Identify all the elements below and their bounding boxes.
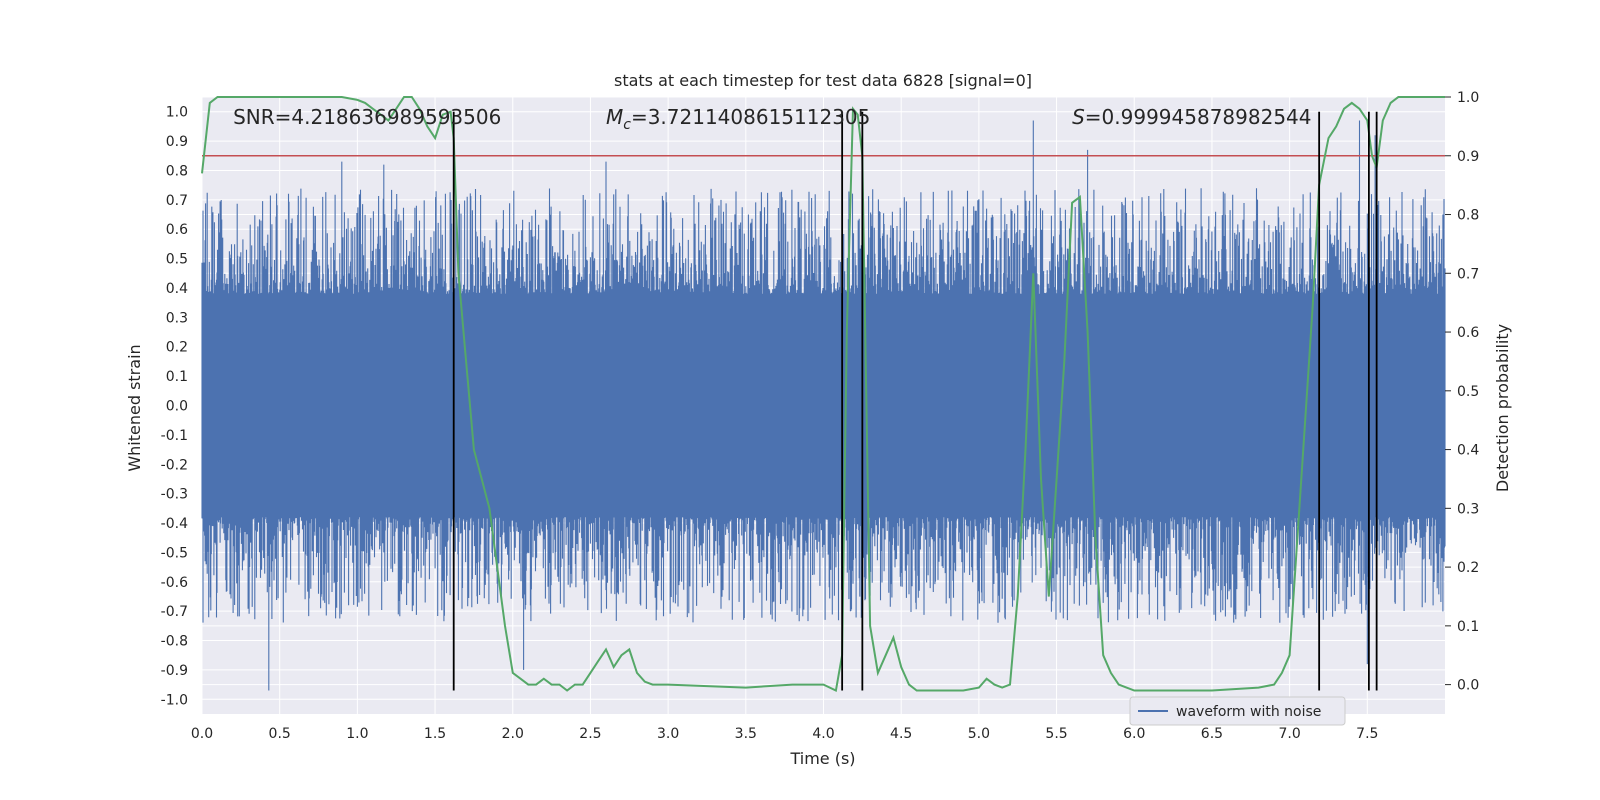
annotation-value: =3.7211408615112305 <box>631 105 870 129</box>
right-y-tick-label: 0.8 <box>1457 208 1479 224</box>
left-y-tick-label: 0.1 <box>166 369 188 385</box>
annotation-value: =4.218636989593506 <box>275 105 502 129</box>
x-tick-label: 4.0 <box>812 726 834 742</box>
annotation-prefix: M <box>606 105 623 129</box>
left-y-tick-label: 0.4 <box>166 281 188 297</box>
x-tick-label: 2.0 <box>502 726 524 742</box>
left-y-tick-label: 0.3 <box>166 310 188 326</box>
left-y-tick-label: 0.6 <box>166 222 188 238</box>
right-y-axis-label: Detection probability <box>1493 324 1512 492</box>
annotation-label: Mc=3.7211408615112305 <box>606 105 870 133</box>
left-y-tick-label: 0.8 <box>166 163 188 179</box>
vertical-lines <box>452 111 1378 691</box>
x-tick-label: 0.0 <box>191 726 213 742</box>
left-y-tick-label: 0.0 <box>166 399 188 415</box>
right-y-tick-label: 0.1 <box>1457 619 1479 635</box>
annotation-value: =0.999945878982544 <box>1085 105 1312 129</box>
right-y-tick-label: 0.4 <box>1457 443 1479 459</box>
waveform-series <box>201 120 1446 691</box>
x-tick-label: 1.5 <box>424 726 446 742</box>
annotation-prefix: SNR <box>233 105 275 129</box>
legend-box <box>1129 696 1346 726</box>
right-y-tick-label: 0.9 <box>1457 149 1479 165</box>
left-y-axis-ticks: -1.0 -0.9 -0.8 -0.7 -0.6 -0.5 -0.4 -0.3 -0.2 -0.1… <box>161 105 188 709</box>
left-y-tick-label: -0.5 <box>161 545 188 561</box>
left-y-axis-label: Whitened strain <box>125 344 144 471</box>
x-axis-ticks: 0.0 0.5 1.0 1.5 2.0 2.5 3.0 3.5 4.0 4.5 5.0 5.5 6.0 6… <box>191 726 1379 742</box>
right-y-tick-label: 0.2 <box>1457 560 1479 576</box>
right-y-tick-label: 1.0 <box>1457 90 1479 106</box>
annotation-prefix: S <box>1072 105 1085 129</box>
left-y-tick-label: -0.9 <box>161 663 188 679</box>
left-y-tick-label: -0.1 <box>161 428 188 444</box>
chart-title: stats at each timestep for test data 682… <box>614 71 1032 90</box>
right-y-axis-ticks: 0.0 0.1 0.2 0.3 0.4 0.5 0.6 0.7 0.8 0.9 1.0 <box>1445 90 1479 694</box>
x-axis-label: Time (s) <box>789 749 855 768</box>
legend: waveform with noise <box>1129 696 1346 726</box>
right-y-tick-label: 0.6 <box>1457 325 1479 341</box>
probability-series <box>201 96 1445 692</box>
x-tick-label: 2.5 <box>579 726 601 742</box>
left-y-tick-label: -1.0 <box>161 692 188 708</box>
x-tick-label: 7.0 <box>1278 726 1300 742</box>
legend-label: waveform with noise <box>1176 704 1321 720</box>
right-y-tick-label: 0.0 <box>1457 678 1479 694</box>
x-tick-label: 3.5 <box>735 726 757 742</box>
probability-line <box>201 96 1445 692</box>
right-y-tick-label: 0.3 <box>1457 501 1479 517</box>
left-y-tick-label: 0.7 <box>166 193 188 209</box>
annotation-label: SNR=4.218636989593506 <box>233 105 501 129</box>
annotation-subscript: c <box>623 117 631 133</box>
left-y-tick-label: -0.7 <box>161 604 188 620</box>
x-tick-label: 5.0 <box>968 726 990 742</box>
left-y-tick-label: 0.2 <box>166 340 188 356</box>
x-tick-label: 3.0 <box>657 726 679 742</box>
waveform-line <box>201 120 1446 691</box>
left-y-tick-label: 1.0 <box>166 105 188 121</box>
left-y-tick-label: -0.3 <box>161 487 188 503</box>
x-tick-label: 6.0 <box>1123 726 1145 742</box>
x-tick-label: 1.0 <box>346 726 368 742</box>
left-y-tick-label: -0.2 <box>161 457 188 473</box>
x-tick-label: 5.5 <box>1045 726 1067 742</box>
x-tick-label: 6.5 <box>1201 726 1223 742</box>
left-y-tick-label: 0.5 <box>166 252 188 268</box>
left-y-tick-label: -0.4 <box>161 516 188 532</box>
x-tick-label: 0.5 <box>269 726 291 742</box>
left-y-tick-label: 0.9 <box>166 134 188 150</box>
x-tick-label: 4.5 <box>890 726 912 742</box>
left-y-tick-label: -0.6 <box>161 575 188 591</box>
right-y-tick-label: 0.7 <box>1457 266 1479 282</box>
x-tick-label: 7.5 <box>1356 726 1378 742</box>
annotation-label: S=0.999945878982544 <box>1072 105 1311 129</box>
right-y-tick-label: 0.5 <box>1457 384 1479 400</box>
annotations: SNR=4.218636989593506 Mc=3.72114086151123… <box>233 105 1311 133</box>
left-y-tick-label: -0.8 <box>161 634 188 650</box>
